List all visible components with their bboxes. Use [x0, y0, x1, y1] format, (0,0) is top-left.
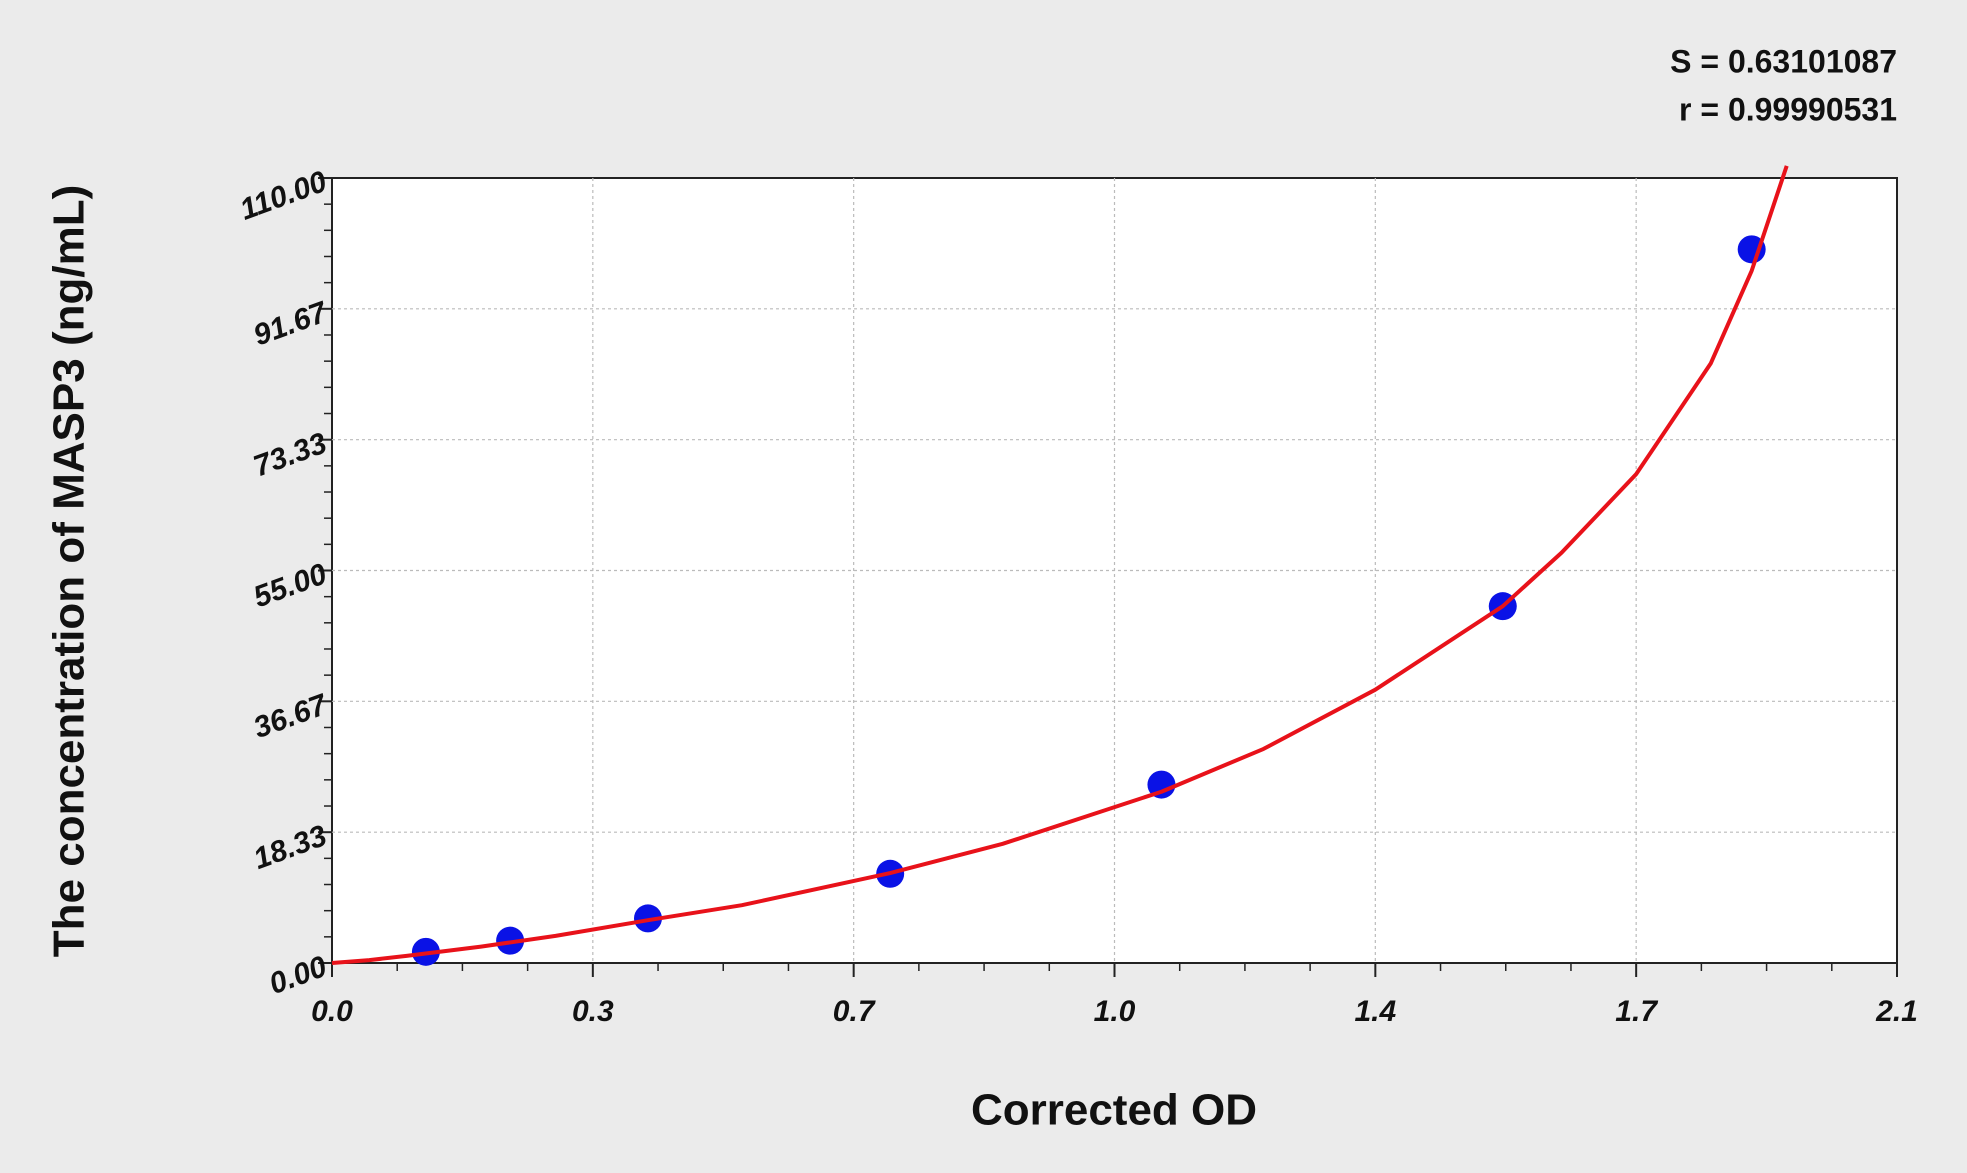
x-tick-label: 1.4 — [1354, 995, 1396, 1028]
y-tick-label: 110.00 — [236, 165, 332, 227]
x-tick-label: 0.3 — [572, 995, 614, 1028]
data-point — [1147, 770, 1176, 799]
annotation: S = 0.63101087 — [1670, 43, 1897, 79]
y-tick-label: 0.00 — [265, 950, 331, 1001]
y-tick-label: 91.67 — [249, 295, 332, 352]
annotation: r = 0.99990531 — [1679, 91, 1897, 127]
y-tick-label: 55.00 — [249, 557, 331, 614]
y-axis-title: The concentration of MASP3 (ng/mL) — [45, 185, 94, 957]
y-tick-label: 36.67 — [249, 688, 332, 745]
data-point — [1737, 235, 1766, 264]
x-axis-title: Corrected OD — [971, 1086, 1257, 1135]
y-tick-label: 18.33 — [249, 819, 331, 876]
fit-curve — [331, 165, 1789, 965]
x-tick-label: 0.0 — [311, 995, 353, 1028]
x-tick-label: 0.7 — [833, 995, 876, 1028]
x-tick-label: 1.7 — [1615, 995, 1658, 1028]
x-tick-label: 1.0 — [1094, 995, 1136, 1028]
x-tick-label: 2.1 — [1875, 995, 1918, 1028]
y-tick-label: 73.33 — [249, 427, 331, 484]
